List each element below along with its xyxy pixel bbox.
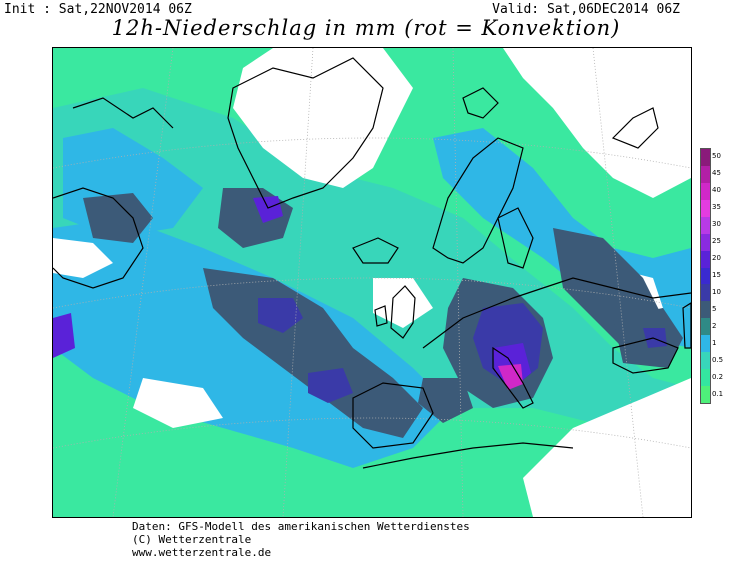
footer-copyright: (C) Wetterzentrale	[132, 533, 252, 546]
map-title: 12h-Niederschlag in mm (rot = Konvektion…	[111, 16, 621, 40]
legend-label: 30	[712, 220, 721, 229]
precip-legend: 50 45 40 35 30 25 20 15 10 5 2 1 0.5 0.2 0.1	[700, 148, 732, 406]
legend-swatch	[701, 233, 710, 252]
legend-color-bar	[700, 148, 711, 404]
valid-time: Valid: Sat,06DEC2014 06Z	[492, 2, 680, 17]
coastlines	[53, 57, 691, 469]
legend-label: 5	[712, 304, 717, 313]
legend-swatch	[701, 267, 710, 285]
legend-swatch	[701, 182, 710, 201]
legend-swatch	[701, 301, 710, 319]
legend-label: 40	[712, 186, 721, 195]
init-time: Init : Sat,22NOV2014 06Z	[4, 2, 192, 17]
precip-field-heavy	[53, 196, 667, 403]
legend-swatch	[701, 250, 710, 269]
legend-swatch	[701, 335, 710, 353]
legend-swatch	[701, 352, 710, 370]
legend-label: 1	[712, 338, 717, 347]
precip-field-dark	[83, 188, 683, 438]
footer-data-source: Daten: GFS-Modell des amerikanischen Wet…	[132, 520, 470, 533]
legend-swatch	[701, 318, 710, 336]
legend-label: 0.1	[712, 389, 724, 398]
legend-swatch	[701, 284, 710, 302]
legend-swatch	[701, 386, 710, 404]
legend-label: 10	[712, 287, 721, 296]
footer-url: www.wetterzentrale.de	[132, 546, 272, 559]
legend-swatch	[701, 165, 710, 184]
precipitation-map	[52, 47, 692, 518]
graticule	[53, 48, 691, 517]
legend-label: 15	[712, 271, 721, 279]
legend-swatch	[701, 149, 710, 167]
legend-label: 0.5	[712, 355, 724, 364]
legend-label: 0.2	[712, 372, 724, 381]
legend-label: 20	[712, 254, 721, 263]
legend-label: 50	[712, 152, 721, 161]
map-canvas	[53, 48, 691, 517]
legend-label: 2	[712, 321, 717, 330]
legend-swatch	[701, 369, 710, 387]
legend-label: 35	[712, 203, 721, 212]
footer: Daten: GFS-Modell des amerikanischen Wet…	[132, 520, 470, 559]
legend-swatch	[701, 216, 710, 235]
legend-label: 45	[712, 169, 721, 178]
legend-swatch	[701, 199, 710, 218]
legend-label: 25	[712, 237, 721, 246]
